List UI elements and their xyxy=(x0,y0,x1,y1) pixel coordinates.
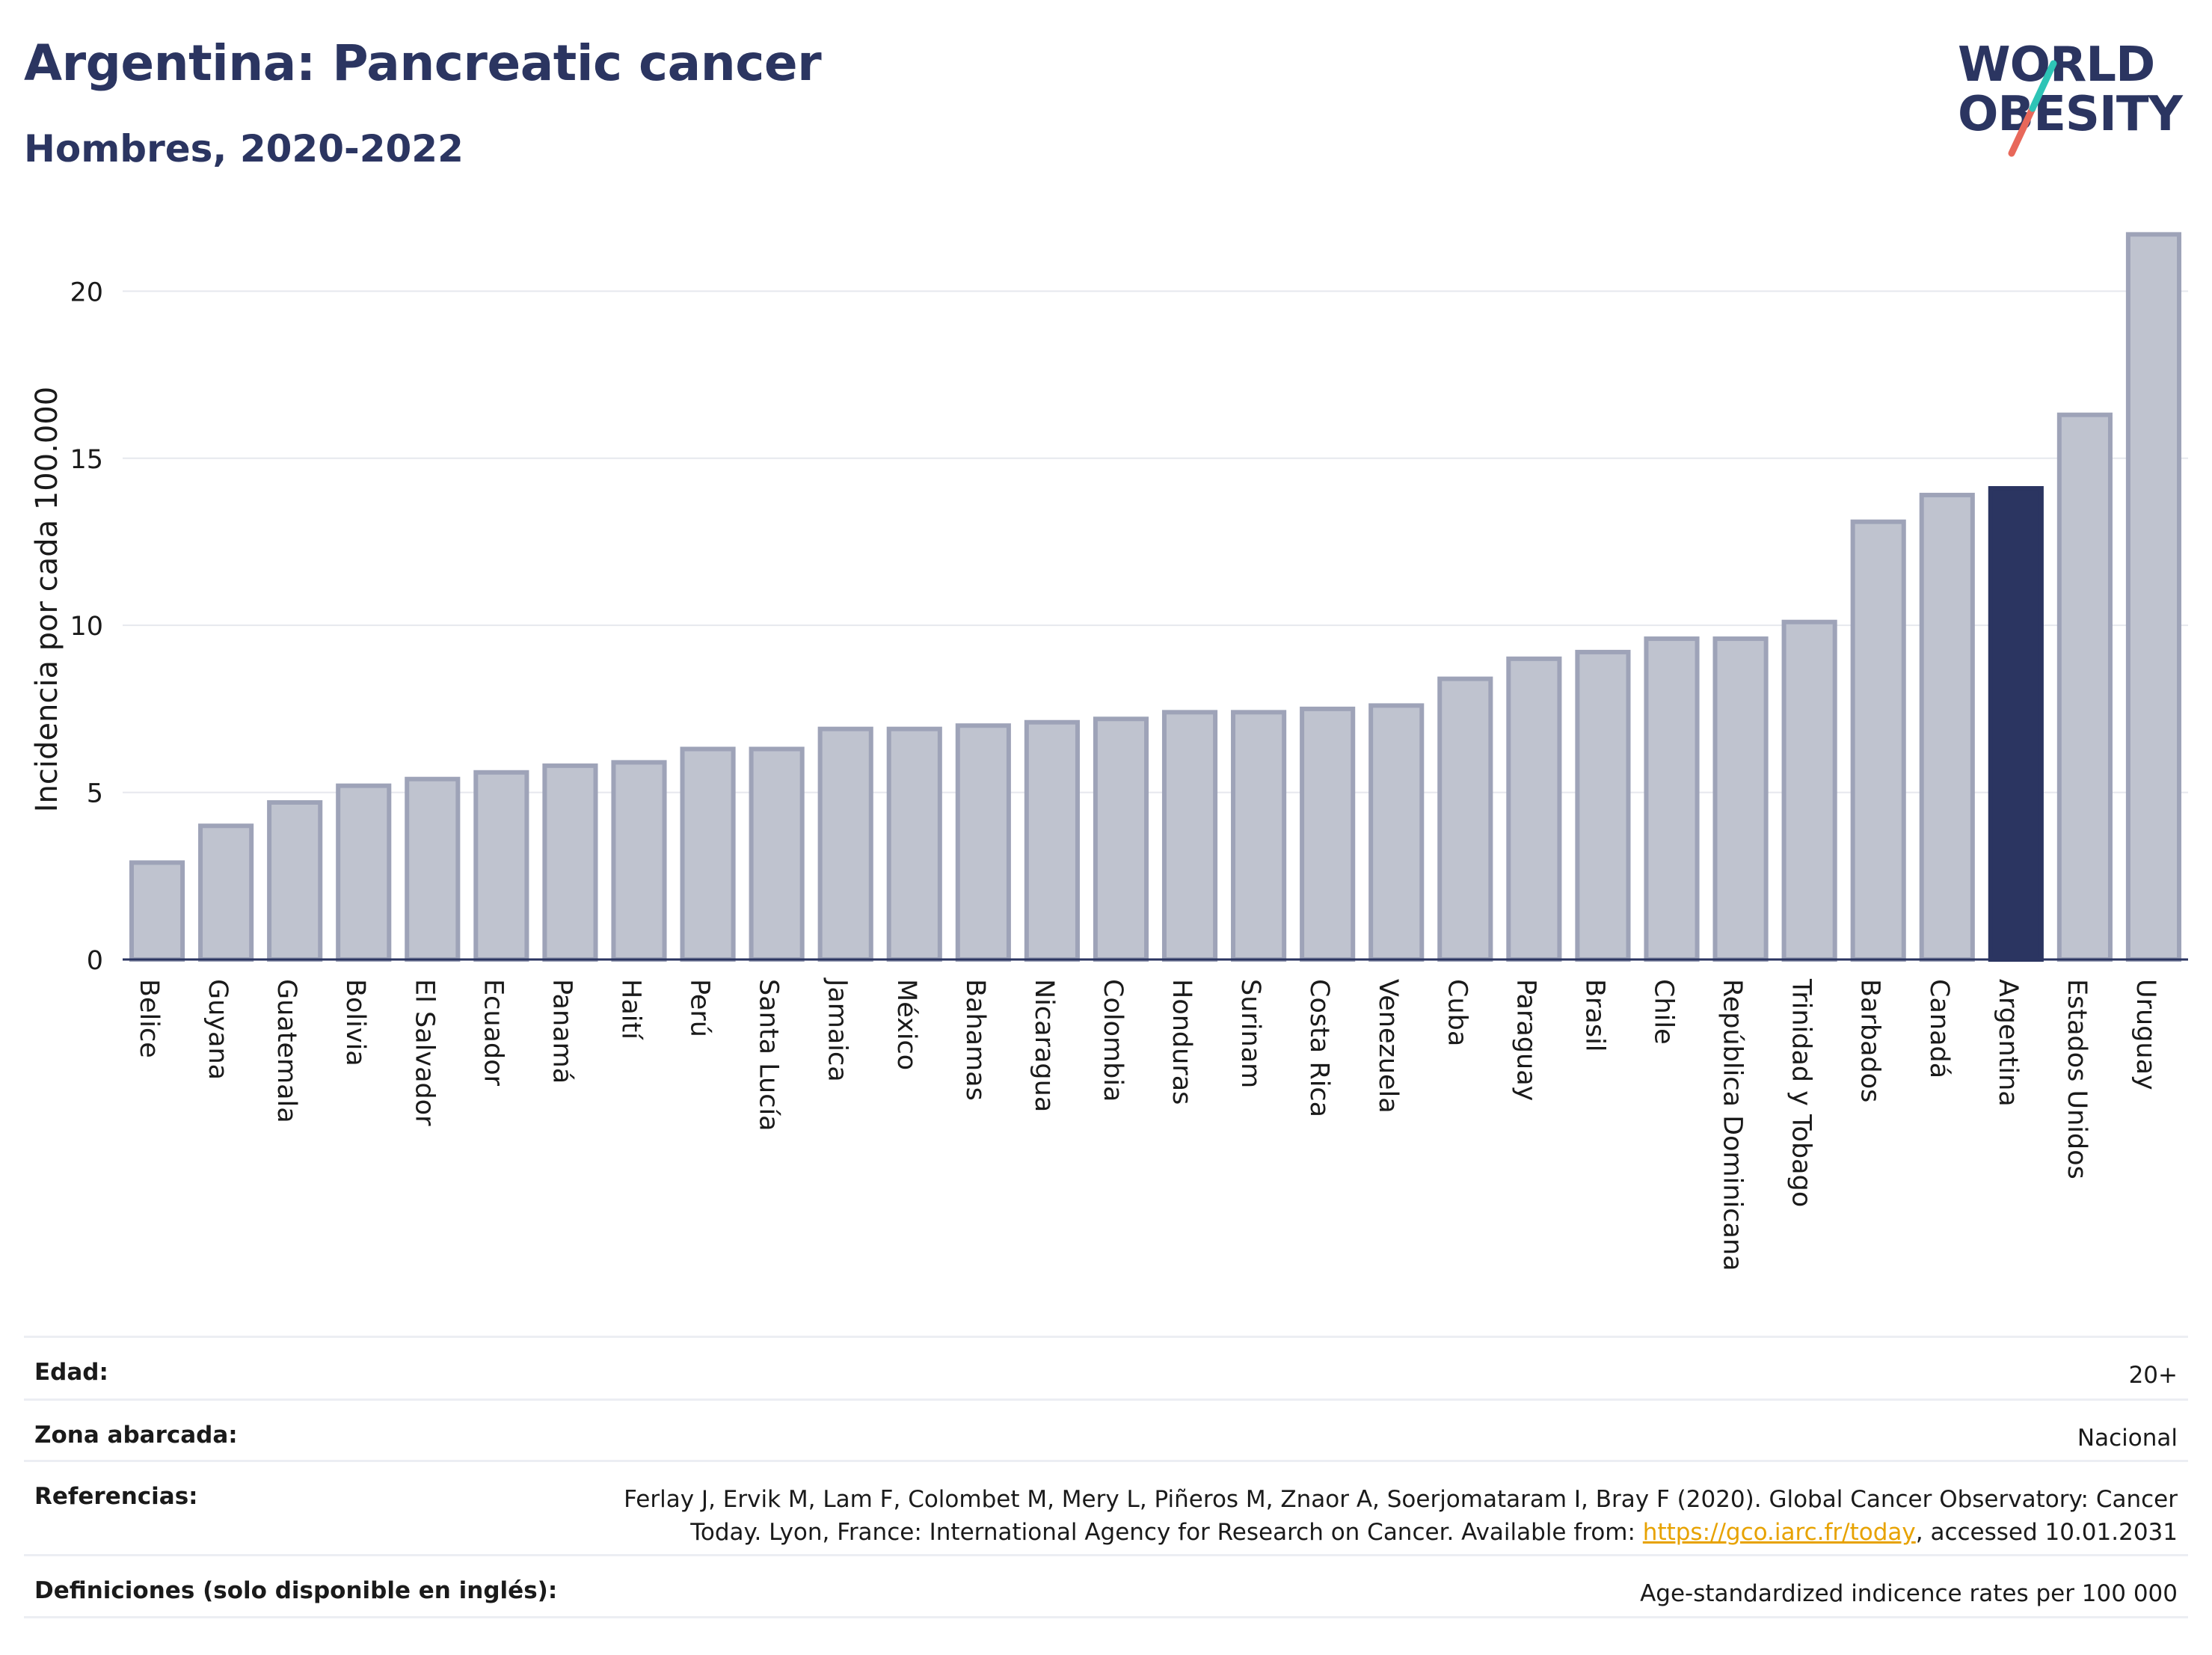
x-tick-label: Barbados xyxy=(1855,979,1885,1102)
x-tick-label: Perú xyxy=(685,979,715,1037)
meta-value-definiciones: Age-standardized indicence rates per 100… xyxy=(1640,1580,2178,1607)
bar-surinam xyxy=(1231,710,1287,962)
x-tick-label: Belice xyxy=(134,979,164,1058)
x-tick-label: Argentina xyxy=(1993,979,2023,1107)
x-tick-label: El Salvador xyxy=(409,979,439,1126)
bar-jamaica xyxy=(817,726,873,962)
x-tick-label: Trinidad y Tobago xyxy=(1787,978,1816,1207)
reference-link[interactable]: https://gco.iarc.fr/today xyxy=(1642,1519,1916,1546)
bar-venezuela xyxy=(1368,703,1425,962)
meta-label-zona: Zona abarcada: xyxy=(34,1422,238,1449)
meta-row-referencias: Referencias: Ferlay J, Ervik M, Lam F, C… xyxy=(24,1460,2188,1554)
x-tick-label: Honduras xyxy=(1167,979,1196,1105)
x-tick-label: Ecuador xyxy=(478,979,508,1087)
bar-cuba xyxy=(1437,676,1493,962)
meta-row-zona: Zona abarcada: Nacional xyxy=(24,1398,2188,1460)
x-tick-label: Estados Unidos xyxy=(2062,979,2092,1179)
bar-chile xyxy=(1644,636,1700,962)
bar-estados-unidos xyxy=(2056,412,2113,962)
meta-value-zona: Nacional xyxy=(2077,1425,2178,1452)
bar-costa-rica xyxy=(1300,706,1356,962)
bar-belice xyxy=(129,860,185,962)
meta-row-definiciones: Definiciones (solo disponible en inglés)… xyxy=(24,1554,2188,1618)
bar-haití xyxy=(611,760,667,962)
y-tick-label: 0 xyxy=(87,946,103,976)
grid-lines xyxy=(123,290,2188,793)
x-tick-label: Uruguay xyxy=(2130,979,2160,1090)
bar-bolivia xyxy=(336,783,392,962)
meta-label-edad: Edad: xyxy=(34,1359,108,1386)
bar-el-salvador xyxy=(405,776,461,962)
bar-panamá xyxy=(542,763,598,962)
x-tick-label: Guatemala xyxy=(271,979,301,1123)
y-tick-label: 15 xyxy=(70,445,103,475)
reference-text-3: , accessed 10.01.2031 xyxy=(1915,1519,2178,1546)
meta-value-edad: 20+ xyxy=(2128,1362,2178,1389)
x-tick-label: Colombia xyxy=(1098,979,1128,1102)
bar-perú xyxy=(680,746,736,962)
page-title: Argentina: Pancreatic cancer xyxy=(24,34,822,92)
x-tick-label: Santa Lucía xyxy=(754,979,784,1132)
world-obesity-logo: WORLD OBESITY xyxy=(1944,22,2199,165)
bar-guyana xyxy=(198,823,254,962)
x-tick-label: Jamaica xyxy=(823,977,852,1082)
logo-line-2: OBESITY xyxy=(1958,87,2183,142)
bar-trinidad-y-tobago xyxy=(1781,619,1837,962)
meta-value-referencias: Ferlay J, Ervik M, Lam F, Colombet M, Me… xyxy=(624,1483,2178,1549)
x-tick-label: Surinam xyxy=(1235,979,1265,1088)
y-tick-label: 10 xyxy=(70,612,103,642)
axes: 0 5 10 15 20 Belice Guyana Guatemala Bolivia El S… xyxy=(70,277,2188,1271)
x-tick-label: Canadá xyxy=(1924,979,1954,1078)
reference-text-2: Today. Lyon, France: International Agenc… xyxy=(690,1519,1643,1546)
bar-honduras xyxy=(1161,710,1218,962)
y-tick-label: 5 xyxy=(87,779,103,809)
x-tick-label: México xyxy=(891,979,921,1070)
y-tick-label: 20 xyxy=(70,277,103,307)
x-tick-label: Paraguay xyxy=(1511,979,1540,1101)
page-subtitle: Hombres, 2020-2022 xyxy=(24,127,464,171)
bars xyxy=(129,232,2182,962)
x-tick-label: Costa Rica xyxy=(1304,979,1334,1117)
x-tick-label: República Dominicana xyxy=(1718,979,1748,1271)
x-tick-label: Nicaragua xyxy=(1029,979,1059,1112)
y-axis-label: Incidencia por cada 100.000 xyxy=(30,387,64,813)
bar-argentina xyxy=(1988,485,2044,962)
x-tick-label: Brasil xyxy=(1579,979,1609,1052)
bar-chart: 0 5 10 15 20 Belice Guyana Guatemala Bolivia El S… xyxy=(30,232,2188,1271)
bar-ecuador xyxy=(473,770,529,962)
reference-text-1: Ferlay J, Ervik M, Lam F, Colombet M, Me… xyxy=(624,1486,2178,1513)
x-tick-label: Haití xyxy=(616,979,646,1040)
bar-brasil xyxy=(1575,649,1631,962)
x-tick-label: Guyana xyxy=(203,979,233,1080)
bar-barbados xyxy=(1850,519,1906,962)
meta-label-referencias: Referencias: xyxy=(34,1483,198,1510)
bar-bahamas xyxy=(955,723,1011,962)
x-tick-label: Bahamas xyxy=(960,979,990,1101)
x-tick-label: Cuba xyxy=(1442,979,1472,1046)
meta-label-definiciones: Definiciones (solo disponible en inglés)… xyxy=(34,1577,558,1604)
bar-colombia xyxy=(1093,716,1149,962)
bar-santa-lucía xyxy=(749,746,805,962)
metadata-table: Edad: 20+ Zona abarcada: Nacional Refere… xyxy=(24,1336,2188,1618)
x-tick-label: Venezuela xyxy=(1373,979,1403,1114)
bar-paraguay xyxy=(1506,656,1562,962)
bar-nicaragua xyxy=(1024,719,1080,962)
x-tick-label: Bolivia xyxy=(340,979,370,1066)
x-tick-label: Panamá xyxy=(547,979,577,1084)
logo-slash-icon xyxy=(2008,60,2057,157)
bar-uruguay xyxy=(2125,232,2182,962)
bar-canadá xyxy=(1919,492,1975,962)
bar-guatemala xyxy=(267,799,323,962)
logo-line-1: WORLD xyxy=(1958,37,2155,93)
x-tick-label: Chile xyxy=(1649,979,1679,1045)
meta-row-edad: Edad: 20+ xyxy=(24,1336,2188,1398)
bar-méxico xyxy=(886,726,942,962)
bar-república-dominicana xyxy=(1712,636,1769,962)
